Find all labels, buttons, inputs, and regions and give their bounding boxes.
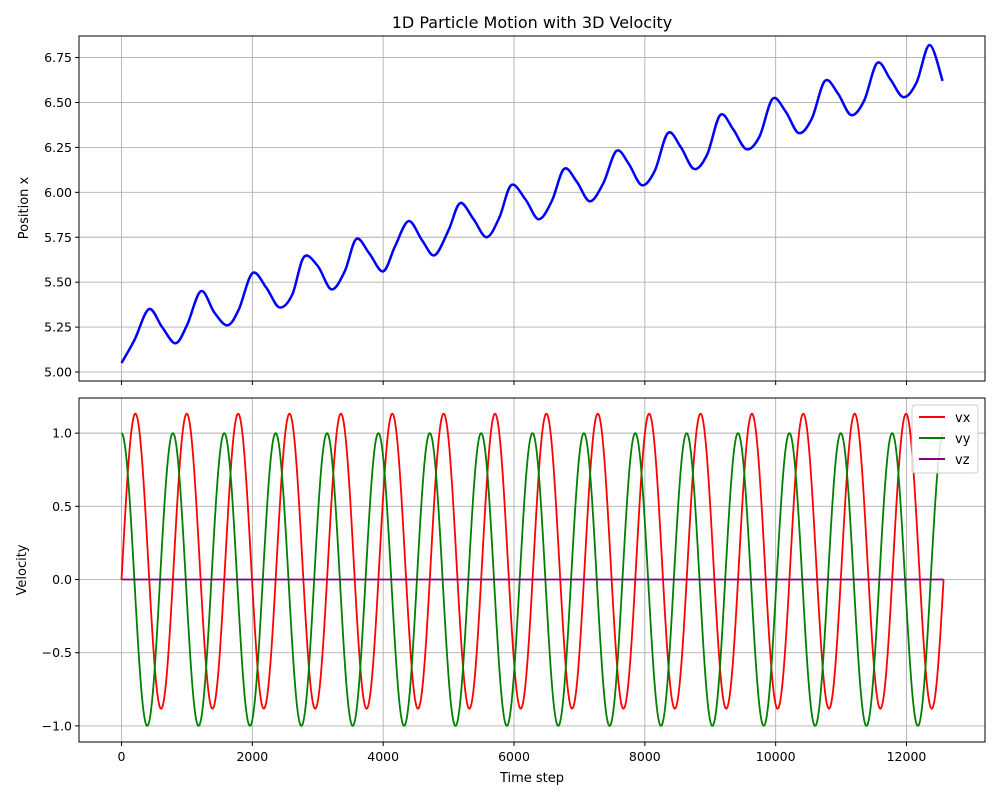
position-y-tick-label: 6.75 — [44, 50, 72, 65]
velocity-x-tick-label: 10000 — [756, 749, 796, 764]
position-y-tick-label: 5.50 — [44, 275, 72, 290]
position-y-tick-label: 5.75 — [44, 230, 72, 245]
velocity-x-tick-label: 6000 — [498, 749, 530, 764]
position-series-line — [120, 43, 944, 364]
velocity-x-tick-label: 8000 — [629, 749, 661, 764]
vy-series-line — [121, 432, 945, 727]
position-y-axis-label: Position x — [17, 176, 32, 239]
position-y-tick-label: 6.25 — [44, 140, 72, 155]
position-subplot: 5.00 5.25 5.50 5.75 6.00 6.25 6.50 6.75 1D Part… — [17, 13, 986, 385]
velocity-ticks: 0 2000 4000 6000 8000 10000 12000 −1.0 −0.5 0.0 0.… — [42, 426, 927, 764]
velocity-x-axis-label: Time step — [499, 771, 564, 786]
velocity-y-tick-label: −0.5 — [42, 645, 72, 660]
velocity-legend: vx vy vz — [911, 404, 979, 474]
velocity-x-tick-label: 0 — [118, 749, 126, 764]
legend-vx-label: vx — [955, 411, 971, 426]
chart-title: 1D Particle Motion with 3D Velocity — [392, 13, 673, 32]
position-y-tick-label: 6.00 — [44, 185, 72, 200]
position-y-tick-label: 5.00 — [44, 365, 72, 380]
velocity-y-axis-label: Velocity — [15, 544, 30, 595]
position-gridlines — [79, 36, 985, 381]
vx-series-line — [120, 412, 945, 710]
velocity-y-tick-label: 0.5 — [52, 499, 72, 514]
velocity-subplot: 0 2000 4000 6000 8000 10000 12000 −1.0 −0.5 0.0 0.… — [15, 397, 986, 786]
velocity-x-tick-label: 4000 — [367, 749, 399, 764]
position-axes-frame — [78, 35, 986, 382]
velocity-y-tick-label: 1.0 — [52, 426, 72, 441]
position-y-tick-label: 6.50 — [44, 95, 72, 110]
position-ticks: 5.00 5.25 5.50 5.75 6.00 6.25 6.50 6.75 — [44, 50, 908, 385]
velocity-x-tick-label: 12000 — [887, 749, 927, 764]
velocity-series — [120, 412, 945, 727]
velocity-y-tick-label: 0.0 — [52, 572, 72, 587]
velocity-x-tick-label: 2000 — [236, 749, 268, 764]
velocity-axes-frame — [78, 397, 986, 743]
position-series — [120, 43, 944, 364]
position-y-tick-label: 5.25 — [44, 320, 72, 335]
velocity-y-tick-label: −1.0 — [42, 718, 72, 733]
legend-vy-label: vy — [955, 432, 971, 447]
legend-vz-label: vz — [955, 453, 970, 468]
